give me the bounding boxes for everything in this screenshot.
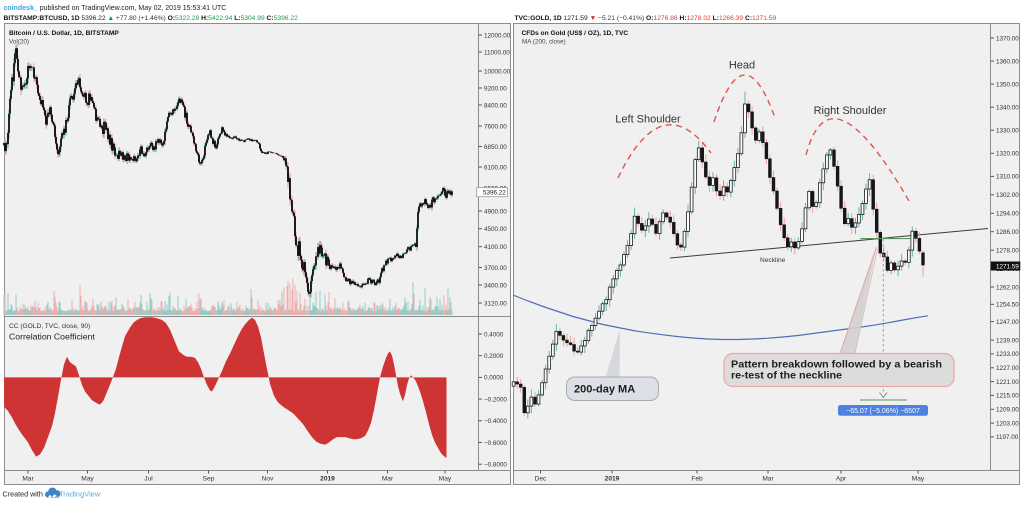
svg-text:1320.00: 1320.00 [996, 151, 1019, 158]
svg-text:Dec: Dec [535, 476, 547, 483]
svg-text:Head: Head [729, 60, 755, 72]
svg-text:CC (GOLD, TVC, close, 90): CC (GOLD, TVC, close, 90) [9, 323, 90, 330]
svg-text:4900.00: 4900.00 [484, 208, 507, 215]
svg-text:2019: 2019 [320, 476, 335, 483]
svg-text:4500.00: 4500.00 [484, 226, 507, 233]
svg-text:1271.59: 1271.59 [996, 263, 1019, 270]
svg-text:Vol(20): Vol(20) [9, 39, 29, 46]
svg-text:10000.00: 10000.00 [484, 68, 511, 75]
svg-text:Jul: Jul [144, 476, 153, 483]
svg-text:1209.00: 1209.00 [996, 407, 1019, 414]
svg-text:Mar: Mar [22, 476, 34, 483]
svg-text:0.0000: 0.0000 [484, 375, 504, 382]
svg-text:1278.00: 1278.00 [996, 248, 1019, 255]
svg-text:Sep: Sep [203, 476, 215, 483]
svg-text:Bitcoin / U.S. Dollar, 1D, BIT: Bitcoin / U.S. Dollar, 1D, BITSTAMP [9, 30, 119, 37]
svg-text:BITSTAMP:BTCUSD, 1D 5396.22 ▲: BITSTAMP:BTCUSD, 1D 5396.22 ▲ +77.80 (+1… [4, 15, 299, 22]
svg-text:2019: 2019 [605, 476, 620, 483]
svg-text:1203.00: 1203.00 [996, 420, 1019, 427]
svg-text:−0.4000: −0.4000 [484, 418, 507, 425]
svg-text:1370.00: 1370.00 [996, 35, 1019, 42]
svg-text:6100.00: 6100.00 [484, 164, 507, 171]
svg-text:Right Shoulder: Right Shoulder [814, 105, 887, 117]
svg-text:5396.22: 5396.22 [483, 190, 506, 197]
svg-text:−65.07 (−5.06%) −6507: −65.07 (−5.06%) −6507 [846, 408, 920, 415]
svg-text:1247.00: 1247.00 [996, 319, 1019, 326]
svg-text:Feb: Feb [691, 476, 703, 483]
svg-text:4100.00: 4100.00 [484, 244, 507, 251]
svg-text:7600.00: 7600.00 [484, 123, 507, 130]
svg-text:Correlation Coefficient: Correlation Coefficient [9, 332, 95, 342]
svg-text:May: May [912, 476, 925, 483]
svg-text:6850.00: 6850.00 [484, 144, 507, 151]
svg-text:1330.00: 1330.00 [996, 128, 1019, 135]
svg-text:1221.00: 1221.00 [996, 379, 1019, 386]
svg-text:1262.00: 1262.00 [996, 284, 1019, 291]
svg-text:May: May [439, 476, 452, 483]
svg-text:3400.00: 3400.00 [484, 282, 507, 289]
svg-text:Pattern breakdown followed by: Pattern breakdown followed by a bearish [731, 360, 942, 371]
svg-text:1310.00: 1310.00 [996, 174, 1019, 181]
svg-text:0.2000: 0.2000 [484, 353, 504, 360]
svg-text:re-test of the neckline: re-test of the neckline [731, 371, 842, 382]
svg-text:1239.00: 1239.00 [996, 337, 1019, 344]
svg-text:0.4000: 0.4000 [484, 331, 504, 338]
svg-text:1215.00: 1215.00 [996, 393, 1019, 400]
svg-text:3120.00: 3120.00 [484, 300, 507, 307]
svg-text:TVC:GOLD, 1D 1271.59 ▼ −5.21 (: TVC:GOLD, 1D 1271.59 ▼ −5.21 (−0.41%) O:… [515, 15, 777, 22]
svg-text:TradingView: TradingView [59, 490, 101, 499]
svg-text:200-day MA: 200-day MA [574, 384, 635, 396]
svg-text:Left Shoulder: Left Shoulder [615, 114, 681, 126]
svg-text:1294.00: 1294.00 [996, 211, 1019, 218]
svg-text:1286.00: 1286.00 [996, 229, 1019, 236]
svg-text:Apr: Apr [836, 476, 847, 483]
svg-text:11000.00: 11000.00 [484, 49, 510, 56]
svg-text:1227.00: 1227.00 [996, 365, 1019, 372]
svg-text:8400.00: 8400.00 [484, 102, 507, 109]
svg-text:−0.2000: −0.2000 [484, 396, 507, 403]
svg-text:Neckline: Neckline [760, 257, 786, 264]
svg-text:1350.00: 1350.00 [996, 81, 1019, 88]
svg-text:12000.00: 12000.00 [484, 32, 511, 39]
svg-text:1340.00: 1340.00 [996, 105, 1019, 112]
svg-text:Mar: Mar [382, 476, 394, 483]
svg-text:Mar: Mar [762, 476, 774, 483]
svg-text:3700.00: 3700.00 [484, 265, 507, 272]
svg-text:May: May [81, 476, 94, 483]
svg-text:CFDs on Gold (US$ / OZ), 1D, T: CFDs on Gold (US$ / OZ), 1D, TVC [522, 30, 629, 37]
svg-text:1197.00: 1197.00 [996, 434, 1019, 441]
svg-text:Created with: Created with [3, 490, 43, 499]
svg-text:1360.00: 1360.00 [996, 58, 1019, 65]
svg-text:−0.6000: −0.6000 [484, 440, 507, 447]
svg-text:MA (200, close): MA (200, close) [522, 39, 566, 46]
svg-text:1233.00: 1233.00 [996, 351, 1019, 358]
svg-text:9200.00: 9200.00 [484, 85, 507, 92]
svg-text:coindesk_ published on Trading: coindesk_ published on TradingView.com, … [4, 5, 227, 12]
svg-text:1302.00: 1302.00 [996, 192, 1019, 199]
svg-text:−0.8000: −0.8000 [484, 462, 507, 469]
svg-text:1254.50: 1254.50 [996, 302, 1019, 309]
svg-text:Nov: Nov [262, 476, 274, 483]
